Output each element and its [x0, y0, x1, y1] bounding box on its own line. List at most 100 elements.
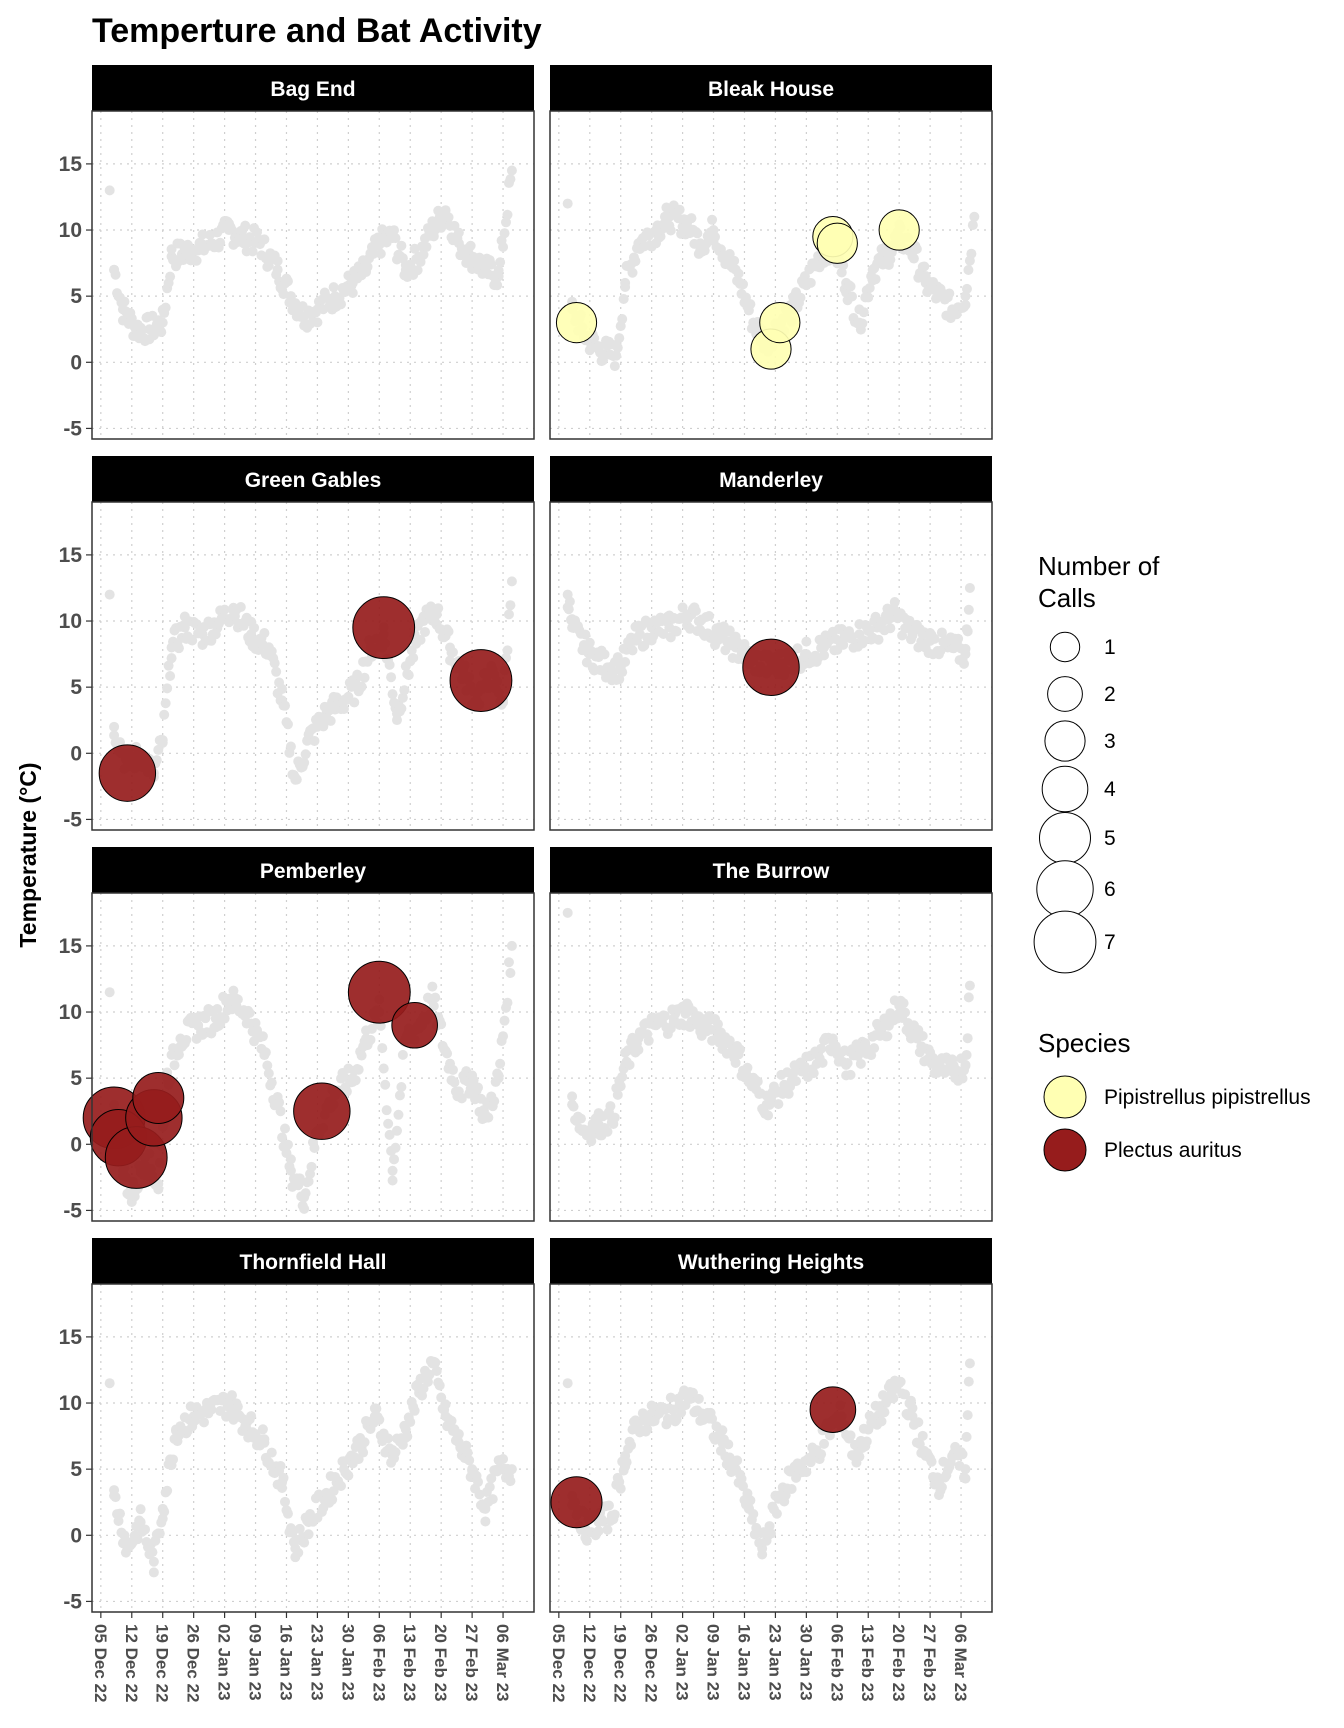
- temperature-point: [148, 1567, 159, 1578]
- temperature-point: [730, 1057, 741, 1068]
- temperature-point: [473, 1476, 484, 1487]
- temperature-series: [562, 907, 975, 1147]
- panel-border: [549, 1283, 993, 1613]
- temperature-point: [154, 1528, 165, 1539]
- temperature-point: [153, 1184, 164, 1195]
- temperature-point: [676, 1407, 687, 1418]
- temperature-point: [278, 1472, 289, 1483]
- temperature-point: [173, 643, 184, 654]
- temperature-point: [338, 704, 349, 715]
- bat-call-plectus-auritus: [98, 744, 157, 802]
- temperature-point: [350, 1075, 361, 1086]
- temperature-point: [132, 1534, 143, 1545]
- y-tick-label: -5: [63, 1590, 82, 1613]
- x-tick-label: 06 Feb 23: [369, 1624, 388, 1702]
- temperature-point: [964, 1358, 975, 1369]
- temperature-point: [377, 1043, 388, 1054]
- temperature-point: [402, 1431, 413, 1442]
- temperature-point: [861, 1436, 872, 1447]
- temperature-point: [944, 288, 955, 299]
- temperature-point: [309, 735, 320, 746]
- temperature-point: [191, 255, 202, 266]
- temperature-point: [327, 1494, 338, 1505]
- temperature-point: [854, 1451, 865, 1462]
- temperature-point: [567, 1091, 578, 1102]
- temperature-point: [503, 609, 514, 620]
- temperature-point: [745, 299, 756, 310]
- temperature-point: [729, 255, 740, 266]
- temperature-point: [665, 1392, 676, 1403]
- temperature-point: [389, 225, 400, 236]
- temperature-point: [791, 1076, 802, 1087]
- temperature-point: [617, 667, 628, 678]
- temperature-point: [705, 1024, 716, 1035]
- temperature-point: [900, 1389, 911, 1400]
- temperature-point: [390, 1447, 401, 1458]
- temperature-point: [667, 1404, 678, 1415]
- temperature-point: [436, 1019, 447, 1030]
- temperature-point: [563, 604, 574, 615]
- temperature-point: [612, 342, 623, 353]
- temperature-point: [805, 277, 816, 288]
- temperature-point: [114, 1508, 125, 1519]
- temperature-point: [954, 1460, 965, 1471]
- temperature-point: [489, 1096, 500, 1107]
- temperature-point: [900, 1007, 911, 1018]
- legend-size-label: 5: [1104, 827, 1116, 850]
- temperature-point: [845, 1069, 856, 1080]
- x-tick-label: 06 Mar 23: [493, 1624, 512, 1702]
- x-tick-label: 30 Jan 23: [796, 1624, 815, 1701]
- temperature-point: [275, 1460, 286, 1471]
- temperature-point: [502, 209, 513, 220]
- temperature-point: [960, 1060, 971, 1071]
- temperature-point: [642, 1424, 653, 1435]
- temperature-point: [160, 698, 171, 709]
- temperature-point: [430, 992, 441, 1003]
- temperature-point: [424, 1369, 435, 1380]
- bat-call-plectus-auritus: [293, 1082, 351, 1140]
- temperature-point: [272, 255, 283, 266]
- temperature-point: [215, 237, 226, 248]
- facet-strip-label: Pemberley: [260, 860, 367, 883]
- temperature-point: [845, 1430, 856, 1441]
- temperature-point: [961, 1049, 972, 1060]
- temperature-point: [358, 1447, 369, 1458]
- temperature-point: [712, 1019, 723, 1030]
- legend-size-label: 2: [1104, 683, 1116, 706]
- y-axis: -5 0 5 10 15: [59, 935, 92, 1222]
- temperature-point: [446, 1415, 457, 1426]
- temperature-point: [456, 1093, 467, 1104]
- temperature-point: [259, 628, 270, 639]
- temperature-point: [686, 213, 697, 224]
- temperature-point: [412, 265, 423, 276]
- x-tick-label: 23 Jan 23: [307, 1624, 326, 1701]
- x-tick-label: 20 Feb 23: [431, 1624, 450, 1702]
- x-tick-label: 05 Dec 22: [549, 1624, 568, 1702]
- temperature-point: [119, 296, 130, 307]
- temperature-point: [908, 253, 919, 264]
- temperature-point: [639, 640, 650, 651]
- temperature-point: [349, 697, 360, 708]
- temperature-point: [863, 292, 874, 303]
- temperature-point: [757, 1549, 768, 1560]
- y-tick-label: -5: [63, 417, 82, 440]
- temperature-point: [419, 626, 430, 637]
- temperature-point: [602, 1524, 613, 1535]
- temperature-point: [356, 681, 367, 692]
- temperature-point: [505, 600, 516, 611]
- temperature-point: [362, 261, 373, 272]
- bat-call-pipistrellus-pipistrellus: [816, 222, 858, 264]
- temperature-point: [609, 1509, 620, 1520]
- facet-strip-label: Bleak House: [708, 78, 834, 101]
- temperature-point: [246, 1411, 257, 1422]
- temperature-point: [609, 361, 620, 372]
- temperature-point: [280, 700, 291, 711]
- temperature-point: [752, 1076, 763, 1087]
- legend-species-key: [1043, 1075, 1087, 1119]
- y-tick-label: 5: [70, 676, 82, 699]
- temperature-point: [162, 1485, 173, 1496]
- bat-calls: [550, 1386, 857, 1529]
- temperature-point: [163, 660, 174, 671]
- temperature-point: [609, 1112, 620, 1123]
- temperature-point: [847, 291, 858, 302]
